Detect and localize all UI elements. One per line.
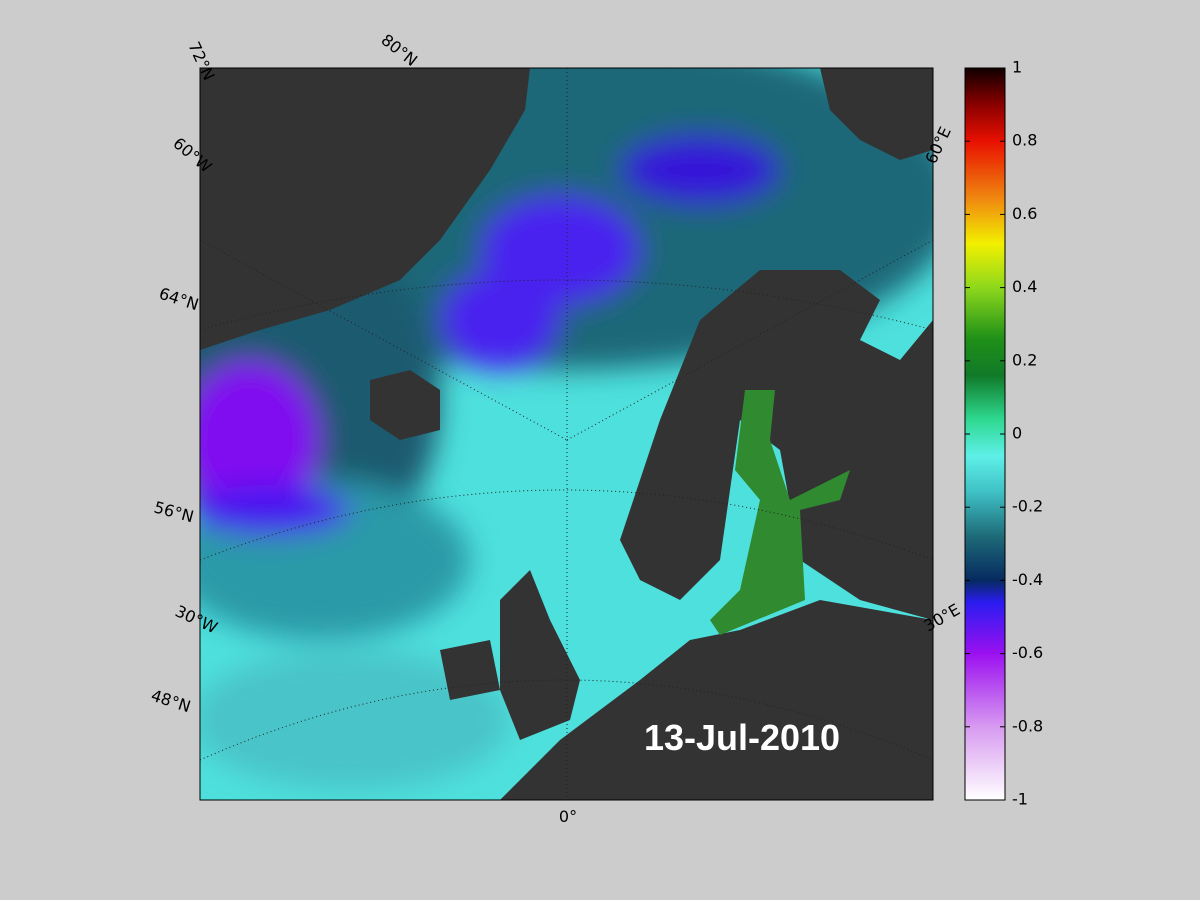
graticule-label: 48°N xyxy=(149,686,193,717)
colorbar-tick-label: -0.2 xyxy=(1012,497,1043,516)
colorbar-tick-label: 0.8 xyxy=(1012,131,1037,150)
graticule-label: 72°N xyxy=(184,39,218,84)
graticule-label: 0° xyxy=(559,807,577,826)
colorbar-tick-label: 0.4 xyxy=(1012,277,1037,296)
colorbar-tick-label: -0.6 xyxy=(1012,643,1043,662)
colorbar-tick-label: 0.2 xyxy=(1012,350,1037,369)
colorbar-tick-label: 1 xyxy=(1012,58,1022,77)
colorbar-tick-label: -0.8 xyxy=(1012,716,1043,735)
colorbar-tick-label: -0.4 xyxy=(1012,570,1043,589)
colorbar-tick-label: 0.6 xyxy=(1012,204,1037,223)
map-area xyxy=(200,68,933,800)
colorbar-tick-label: -1 xyxy=(1012,790,1028,809)
date-label: 13-Jul-2010 xyxy=(644,717,840,758)
colorbar xyxy=(964,67,1006,801)
graticule-label: 64°N xyxy=(157,284,201,315)
colorbar-tick-label: 0 xyxy=(1012,424,1022,443)
graticule-label: 56°N xyxy=(152,498,196,527)
graticule-label: 80°N xyxy=(378,30,421,70)
